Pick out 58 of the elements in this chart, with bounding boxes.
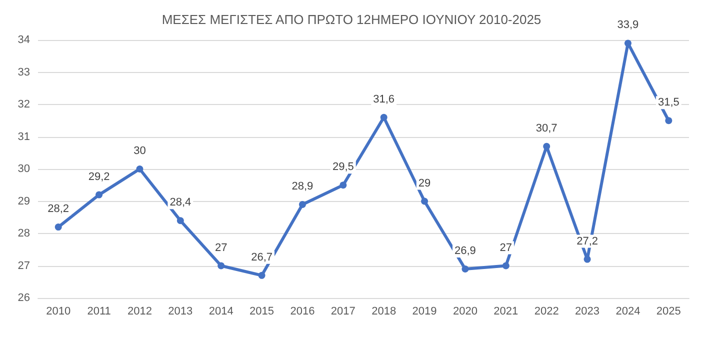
point [584, 256, 591, 263]
x-tick-label: 2014 [208, 306, 234, 318]
data-label: 29 [418, 177, 431, 190]
point [665, 117, 672, 124]
x-tick-label: 2020 [452, 306, 478, 318]
x-tick-label: 2023 [575, 306, 600, 318]
data-label: 26,9 [454, 244, 476, 257]
x-tick-label: 2018 [372, 306, 396, 318]
x-tick-label: 2019 [412, 306, 437, 318]
data-label: 30 [134, 145, 146, 157]
x-tick-label: 2021 [494, 306, 518, 318]
data-label: 26,7 [251, 251, 272, 264]
point [136, 166, 144, 172]
y-tick-label: 29 [18, 195, 30, 208]
x-tick-label: 2011 [87, 306, 111, 318]
point [543, 142, 550, 150]
x-tick-label: 2017 [330, 306, 356, 318]
x-tick-label: 2015 [250, 306, 274, 318]
data-label: 30,7 [536, 122, 558, 134]
y-tick-label: 34 [18, 34, 30, 46]
data-label: 31,6 [373, 93, 395, 106]
point [624, 40, 632, 47]
y-tick-label: 30 [18, 163, 30, 175]
data-label: 27 [214, 242, 228, 254]
y-tick-label: 26 [18, 292, 30, 304]
data-label: 27,2 [576, 235, 598, 248]
point [218, 262, 225, 270]
data-label: 28,4 [170, 196, 192, 209]
x-tick-label: 2025 [656, 306, 681, 318]
x-tick-label: 2010 [46, 306, 71, 318]
y-tick-label: 33 [18, 66, 30, 78]
y-tick-label: 28 [18, 228, 30, 240]
data-label: 28,2 [48, 203, 70, 216]
y-tick-label: 31 [18, 130, 30, 143]
point [502, 262, 510, 270]
x-tick-label: 2024 [616, 306, 640, 318]
point [298, 200, 306, 208]
point [340, 182, 347, 189]
data-label: 27 [500, 242, 512, 254]
x-tick-label: 2013 [168, 306, 193, 318]
point [421, 198, 428, 205]
y-tick-label: 27 [18, 260, 30, 272]
x-tick-label: 2016 [290, 306, 315, 318]
x-tick-label: 2012 [127, 306, 152, 318]
data-label: 33,9 [617, 19, 639, 32]
data-label: 29,5 [332, 161, 354, 174]
data-label: 28,9 [292, 180, 314, 192]
data-label: 29,2 [88, 170, 110, 183]
data-label: 31,5 [658, 96, 680, 109]
point [176, 217, 184, 224]
chart-title: ΜΕΣΕΣ ΜΕΓΙΣΤΕΣ ΑΠΟ ΠΡΩΤΟ 12ΗΜΕΡΟ ΙΟΥΝΙΟΥ 2010-2025 [162, 12, 542, 27]
point [54, 224, 62, 231]
y-tick-label: 32 [18, 98, 30, 110]
x-tick-label: 2022 [534, 306, 559, 318]
point [462, 265, 469, 272]
point [258, 272, 266, 279]
point [380, 114, 388, 121]
point [96, 191, 103, 198]
